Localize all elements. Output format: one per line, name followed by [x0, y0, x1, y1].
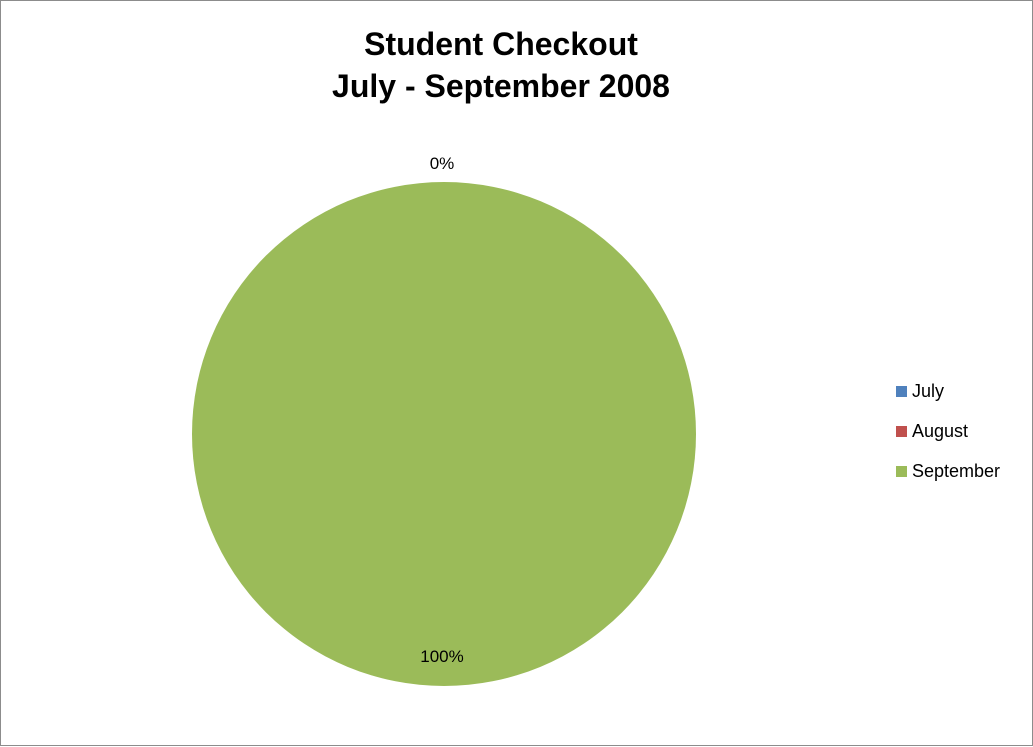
legend-swatch-september — [896, 465, 907, 477]
legend-swatch-july — [896, 385, 907, 397]
legend-label-august: August — [912, 421, 969, 441]
legend: July August September — [896, 381, 1000, 501]
legend-item-september: September — [896, 461, 1000, 481]
data-label-september: 100% — [420, 647, 463, 666]
chart-title: Student Checkout July - September 2008 — [1, 23, 1001, 107]
legend-label-september: September — [912, 461, 1001, 481]
pie-slice-september — [192, 182, 696, 686]
chart-title-line-2: July - September 2008 — [332, 68, 670, 104]
legend-item-july: July — [896, 381, 1000, 401]
legend-swatch-august — [896, 425, 907, 437]
chart-title-line-1: Student Checkout — [364, 26, 638, 62]
data-label-july: 0% — [430, 154, 455, 173]
legend-item-august: August — [896, 421, 1000, 441]
legend-label-july: July — [912, 381, 945, 401]
